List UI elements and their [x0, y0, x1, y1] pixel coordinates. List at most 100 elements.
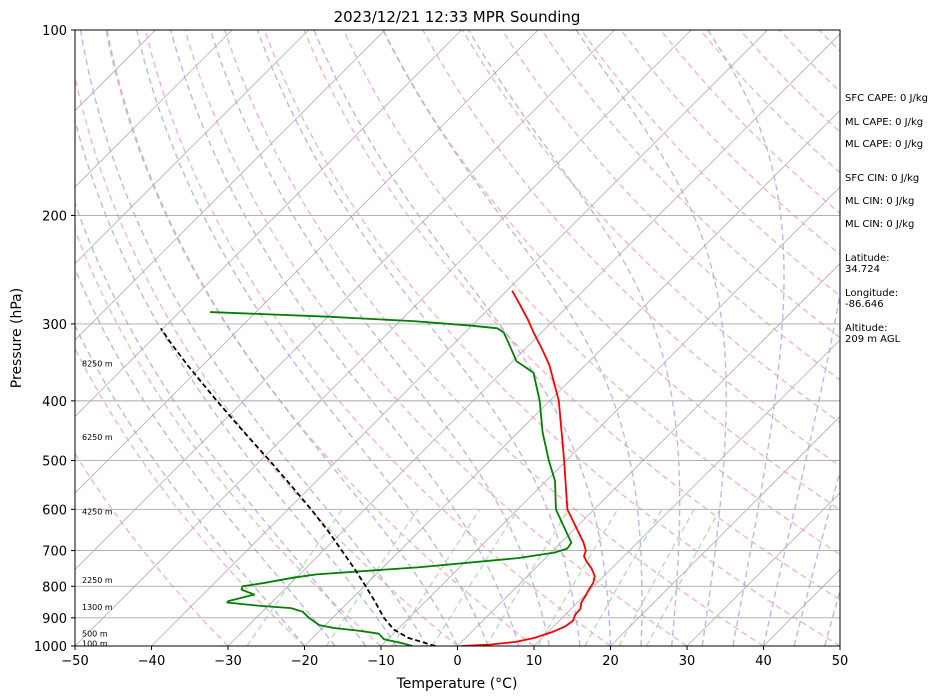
moist-adiabat-line	[468, 30, 681, 646]
height-label: 8250 m	[82, 360, 113, 369]
sfc-cin-text: SFC CIN: 0 J/kg	[845, 173, 920, 184]
x-tick-label: −30	[214, 654, 241, 669]
moist-adiabat-line	[256, 30, 581, 646]
dry-adiabat-line	[144, 30, 611, 646]
x-tick-label: 40	[755, 654, 772, 669]
latitude-text: Latitude: 34.724	[845, 253, 890, 275]
moist-adiabat-line	[575, 30, 727, 646]
dewpoint-trace	[210, 311, 573, 646]
moist-adiabat-line	[75, 201, 367, 646]
mixing-ratio-line	[584, 508, 663, 646]
y-tick-label: 600	[42, 503, 67, 518]
isotherm-line	[75, 30, 692, 646]
height-label: 1300 m	[82, 603, 113, 612]
x-tick-label: −20	[291, 654, 318, 669]
ml-cin-text-2: ML CIN: 0 J/kg	[845, 219, 915, 230]
sounding-traces	[160, 290, 596, 646]
y-tick-label: 700	[42, 545, 67, 560]
pressure-gridlines	[75, 29, 840, 647]
isotherm-line	[380, 186, 840, 646]
dry-adiabat-line	[541, 30, 840, 339]
height-label: 500 m	[82, 630, 108, 639]
longitude-text: Longitude: -86.646	[845, 288, 899, 310]
dry-adiabat-line	[303, 30, 840, 601]
x-tick-label: 10	[526, 654, 543, 669]
x-tick-label: −10	[367, 654, 394, 669]
dry-adiabat-line	[501, 30, 840, 381]
mixing-ratio-line	[391, 508, 481, 646]
dry-adiabat-line	[660, 30, 840, 215]
x-tick-label: 30	[679, 654, 696, 669]
moist-adiabat-line	[382, 30, 643, 646]
parcel-trace	[160, 327, 436, 646]
x-tick-label: 20	[602, 654, 619, 669]
isotherm-line	[533, 339, 840, 646]
dry-adiabat-line	[75, 228, 382, 646]
ml-cin-text: ML CIN: 0 J/kg	[845, 196, 915, 207]
moist-adiabat-line	[209, 30, 550, 646]
ml-cape-text: ML CAPE: 0 J/kg	[845, 117, 924, 128]
moist-adiabat-line	[170, 30, 520, 646]
y-tick-label: 400	[42, 395, 67, 410]
height-label: 6250 m	[82, 433, 113, 442]
y-ticks: 100 200 300 400 500 600 700 800 900 1000	[34, 24, 75, 655]
moist-adiabat-line	[313, 30, 612, 646]
x-tick-label: 50	[832, 654, 849, 669]
y-tick-label: 200	[42, 209, 67, 224]
mixing-ratio-line	[537, 508, 619, 646]
moist-adiabat-line	[75, 267, 336, 646]
height-label: 2250 m	[82, 576, 113, 585]
dry-adiabat-line	[75, 73, 458, 646]
x-tick-label: 0	[453, 654, 461, 669]
dry-adiabat-line	[75, 452, 229, 646]
dry-adiabat-line	[75, 347, 305, 646]
background-lines	[75, 30, 947, 646]
sfc-cape-text: SFC CAPE: 0 J/kg	[845, 93, 928, 104]
moist-adiabat-line	[824, 588, 840, 646]
isotherm-line	[686, 492, 840, 646]
isotherm-line	[75, 30, 386, 341]
y-tick-label: 500	[42, 455, 67, 470]
isotherm-line	[610, 415, 840, 646]
isotherm-line	[457, 262, 840, 646]
moist-adiabat-line	[75, 117, 397, 646]
mixing-ratio-line	[485, 508, 570, 646]
y-tick-label: 300	[42, 318, 67, 333]
moist-adiabat-line	[106, 30, 459, 646]
y-tick-label: 100	[42, 24, 67, 39]
height-label: 4250 m	[82, 508, 113, 517]
isotherm-line	[75, 30, 233, 188]
moist-adiabat-line	[793, 469, 840, 646]
isotherm-line	[75, 30, 539, 494]
x-tick-label: −50	[61, 654, 88, 669]
temperature-trace	[461, 290, 596, 646]
moist-adiabat-line	[79, 30, 428, 646]
chart-title: 2023/12/21 12:33 MPR Sounding	[334, 8, 581, 26]
y-axis-title: Pressure (hPa)	[9, 288, 25, 388]
y-tick-label: 900	[42, 612, 67, 627]
altitude-text: Altitude: 209 m AGL	[845, 323, 901, 345]
mixing-ratio-line	[431, 508, 519, 646]
x-axis-title: Temperature (°C)	[396, 676, 518, 692]
height-label: 100 m	[82, 639, 108, 648]
dry-adiabat-line	[422, 30, 840, 467]
dry-adiabat-line	[184, 30, 688, 646]
dry-adiabat-line	[342, 30, 840, 556]
x-ticks: −50 −40 −30 −20 −10 0 10 20 30 40 50	[61, 646, 848, 669]
mixing-ratio-line	[646, 509, 721, 646]
dry-adiabat-line	[224, 30, 764, 646]
plot-frame	[74, 29, 841, 647]
dry-adiabat-line	[620, 30, 840, 256]
dry-adiabat-line	[461, 30, 840, 424]
isotherm-line	[75, 30, 615, 571]
y-tick-label: 1000	[34, 640, 67, 655]
mixing-ratio-line	[618, 508, 695, 646]
x-tick-label: −40	[138, 654, 165, 669]
isotherm-line	[151, 30, 768, 646]
isotherm-line	[304, 109, 840, 646]
dry-adiabat-line	[263, 30, 840, 646]
dry-adiabat-line	[938, 30, 947, 646]
moist-adiabat-line	[762, 290, 840, 646]
